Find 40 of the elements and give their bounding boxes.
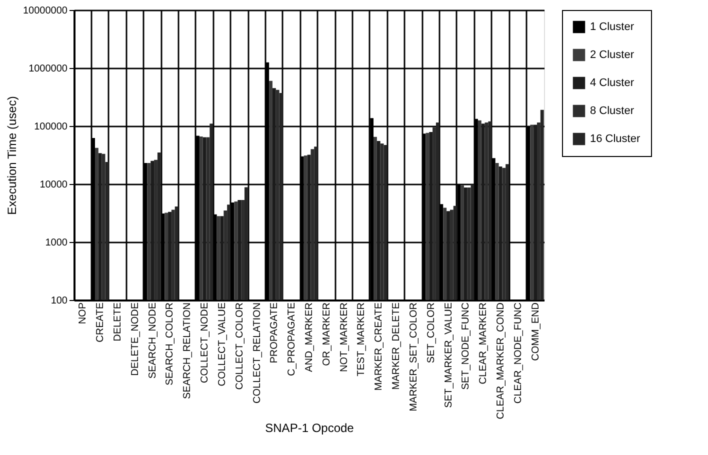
x-tick-label: DELETE_NODE	[130, 302, 141, 376]
x-tick-label: COLLECT_COLOR	[234, 302, 246, 390]
y-tick-label: 1000	[45, 238, 68, 248]
x-tick-label: MARKER_SET_COLOR	[408, 302, 420, 412]
y-tick-label: 10000000	[23, 6, 68, 16]
x-tick-label: COLLECT_NODE	[200, 302, 211, 384]
y-tick-label: 1000000	[28, 64, 68, 74]
x-tick-label: NOT_MARKER	[338, 302, 350, 372]
legend-label: 8 Cluster	[590, 105, 634, 117]
x-tick-label: SET_MARKER_VALUE	[443, 302, 454, 408]
x-tick-label: CREATE	[95, 302, 106, 342]
legend-label: 2 Cluster	[590, 49, 634, 61]
x-tick-label: CLEAR_MARKER	[478, 302, 490, 384]
x-tick-label: DELETE	[112, 302, 124, 342]
x-tick-label: SEARCH_NODE	[147, 302, 158, 379]
x-tick-label: AND_MARKER	[304, 302, 315, 372]
x-tick-label: TEST_MARKER	[356, 302, 368, 376]
x-tick-label: CLEAR_MARKER_COND	[495, 302, 506, 420]
x-tick-label: SEARCH_COLOR	[164, 302, 176, 386]
x-tick-label: PROPAGATE	[269, 302, 280, 364]
y-tick-label: 100000	[34, 122, 68, 132]
x-tick-label: CLEAR_NODE_FUNC	[512, 302, 524, 404]
legend-label: 16 Cluster	[590, 133, 640, 145]
x-tick-label: NOP	[78, 302, 89, 324]
x-tick-label: SET_COLOR	[426, 302, 437, 364]
legend-label: 4 Cluster	[590, 77, 634, 89]
x-tick-label: SET_NODE_FUNC	[460, 302, 472, 390]
x-tick-label: COLLECT_VALUE	[216, 302, 228, 386]
x-tick-label: COLLECT_RELATION	[252, 302, 263, 404]
y-tick-label: 100	[50, 296, 68, 306]
legend-label: 1 Cluster	[590, 21, 634, 33]
x-tick-label: MARKER_CREATE	[374, 302, 385, 391]
x-tick-label: COMM_END	[530, 302, 542, 361]
x-axis-title: SNAP-1 Opcode	[265, 421, 354, 436]
x-tick-label: SEARCH_RELATION	[182, 302, 194, 400]
y-axis-title: Execution Time (usec)	[5, 96, 20, 215]
y-tick-label: 10000	[40, 180, 68, 190]
x-tick-label: OR_MARKER	[321, 302, 332, 366]
x-tick-label: C_PROPAGATE	[286, 302, 298, 376]
x-tick-label: MARKER_DELETE	[391, 302, 402, 390]
